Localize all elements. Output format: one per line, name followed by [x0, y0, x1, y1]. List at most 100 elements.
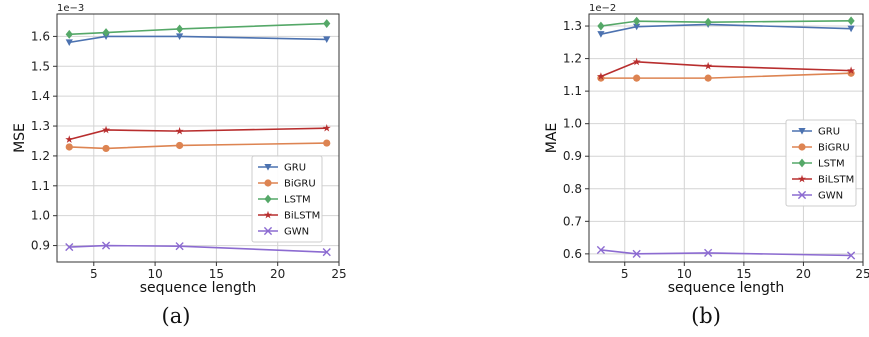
- data-point-gwn: [632, 249, 641, 258]
- y-axis-title: MSE: [12, 123, 28, 153]
- series-line-gru: [600, 23, 852, 35]
- x-tick-label: 25: [331, 267, 346, 281]
- data-point-lstm: [65, 29, 73, 39]
- chart-mse: 0.9 1.0 1.1 1.2 1.3 1.4 1.5 1.6 5 10 15 20 25 1e−3 seq…: [12, 3, 347, 328]
- y-tick-label: 1.2: [563, 52, 582, 66]
- data-point-bilstm: [322, 123, 331, 132]
- legend-label-bigru: BiGRU: [818, 143, 850, 154]
- data-point-gwn: [65, 242, 74, 252]
- plot-frame: [56, 13, 340, 263]
- legend: GRU BiGRU LSTM BiLSTM GWN: [251, 155, 323, 243]
- data-point-bilstm: [102, 125, 111, 134]
- x-tick-label: 5: [90, 267, 98, 281]
- data-point-lstm: [176, 24, 184, 34]
- x-axis-title: sequence length: [668, 280, 785, 296]
- data-point-gru: [65, 39, 73, 46]
- legend-marker-lstm: [798, 158, 806, 168]
- legend-label-bilstm: BiLSTM: [284, 211, 320, 222]
- data-point-lstm: [704, 17, 712, 27]
- scale-offset-label: 1e−2: [589, 3, 616, 14]
- data-point-gru: [597, 31, 605, 38]
- data-point-bilstm: [704, 61, 713, 70]
- series-line-bilstm: [69, 127, 327, 141]
- x-tick-label: 5: [621, 267, 629, 281]
- x-tick-label: 20: [796, 267, 811, 281]
- series-lstm: [65, 19, 331, 39]
- data-point-bilstm: [65, 135, 74, 143]
- series-gwn: [65, 241, 331, 257]
- legend-marker-bilstm: [798, 174, 806, 183]
- y-tick-label: 0.6: [563, 247, 582, 261]
- data-point-bigru: [633, 74, 641, 82]
- series-line-bigru: [600, 72, 852, 79]
- y-tick-label: 1.3: [563, 19, 582, 33]
- data-point-gru: [323, 36, 331, 43]
- legend-label-bilstm: BiLSTM: [818, 175, 854, 186]
- y-tick-label: 0.9: [563, 149, 582, 163]
- series-line-lstm: [600, 20, 852, 27]
- legend-marker-gru: [264, 164, 272, 171]
- data-point-bilstm: [596, 72, 605, 80]
- legend-marker-bigru: [798, 143, 806, 151]
- data-point-bigru: [323, 139, 331, 147]
- y-tick-label: 1.0: [563, 117, 582, 131]
- subfigure-caption: (a): [162, 304, 191, 328]
- data-point-gwn: [704, 248, 713, 257]
- y-tick-label: 1.5: [31, 59, 50, 73]
- data-point-lstm: [847, 16, 855, 26]
- series-line-lstm: [69, 22, 327, 36]
- data-point-gru: [847, 25, 855, 33]
- plot-frame: [588, 13, 864, 263]
- y-tick-label: 1.4: [31, 89, 50, 103]
- legend-label-gru: GRU: [284, 163, 306, 174]
- data-point-bigru: [176, 141, 184, 150]
- data-point-bilstm: [847, 66, 856, 75]
- legend-label-bigru: BiGRU: [284, 179, 316, 190]
- x-tick-label: 20: [270, 267, 285, 281]
- series-bigru: [65, 139, 331, 153]
- y-tick-label: 0.7: [563, 214, 582, 228]
- data-point-gwn: [846, 251, 856, 260]
- legend: GRU BiGRU LSTM BiLSTM GWN: [785, 119, 857, 207]
- x-tick-label: 15: [209, 267, 224, 281]
- data-point-bigru: [65, 143, 73, 151]
- legend-marker-lstm: [264, 194, 272, 204]
- data-point-bilstm: [632, 57, 641, 66]
- legend-label-gru: GRU: [818, 127, 840, 138]
- series-lstm: [597, 16, 855, 31]
- data-point-gru: [176, 33, 184, 41]
- subfigure-caption: (b): [691, 304, 721, 328]
- legend-label-lstm: LSTM: [818, 159, 845, 170]
- legend-box: [785, 119, 857, 207]
- chart-mae: 0.6 0.7 0.8 0.9 1.0 1.1 1.2 1.3 5 10 15 20 25 1e−2 seq…: [544, 3, 869, 328]
- legend-marker-bigru: [264, 179, 272, 187]
- data-point-lstm: [633, 16, 641, 26]
- scale-offset-label: 1e−3: [57, 3, 84, 14]
- series-line-gwn: [69, 244, 327, 253]
- x-tick-label: 25: [855, 267, 869, 281]
- data-point-gwn: [596, 245, 606, 255]
- legend-marker-gru: [798, 128, 806, 135]
- data-point-lstm: [102, 28, 110, 37]
- series-line-bigru: [69, 142, 327, 150]
- series-line-bilstm: [600, 61, 852, 78]
- legend-box: [251, 155, 323, 243]
- data-point-bigru: [102, 144, 110, 153]
- y-tick-label: 1.0: [31, 209, 50, 223]
- data-point-gwn: [101, 241, 111, 250]
- series-bigru: [597, 69, 855, 82]
- legend-label-gwn: GWN: [818, 191, 843, 202]
- x-tick-label: 10: [147, 267, 162, 281]
- series-bilstm: [65, 123, 331, 143]
- series-line-gru: [69, 35, 327, 44]
- y-tick-label: 0.9: [31, 239, 50, 253]
- series-gwn: [596, 245, 856, 260]
- y-tick-label: 1.6: [31, 29, 50, 43]
- data-point-lstm: [597, 21, 605, 31]
- data-point-gwn: [322, 248, 331, 257]
- data-point-lstm: [323, 19, 331, 28]
- data-point-gwn: [175, 242, 184, 251]
- data-point-bigru: [847, 69, 855, 77]
- legend-marker-gwn: [797, 190, 807, 200]
- series-line-gwn: [600, 249, 852, 257]
